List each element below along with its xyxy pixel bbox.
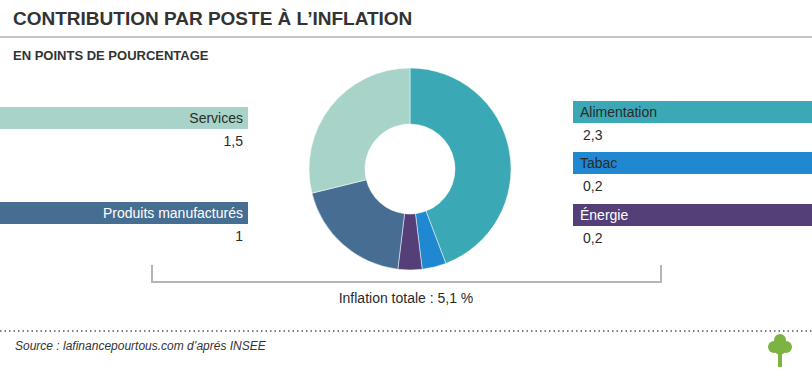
logo-leaf	[774, 334, 786, 346]
data-label: 1,5	[224, 133, 244, 149]
category-label: Alimentation	[580, 104, 657, 120]
labels: Alimentation 2,3 Tabac 0,2 Énergie 0,2 Produit…	[0, 101, 812, 246]
label-bar	[573, 101, 812, 123]
source: Source : lafinancepourtous.com d’aprés I…	[15, 339, 267, 353]
data-label: 0,2	[583, 178, 603, 194]
data-label: 0,2	[583, 230, 603, 246]
title-rule	[0, 37, 812, 38]
annotation: Inflation totale : 5,1 %	[339, 290, 474, 306]
label-bar	[0, 107, 248, 129]
chart-root: CONTRIBUTION PAR POSTE À L’INFLATION EN P…	[0, 0, 812, 373]
category-label: Produits manufacturés	[103, 205, 243, 221]
slice	[312, 180, 405, 269]
logo-leaf	[775, 345, 785, 355]
label-bar	[0, 202, 248, 224]
logo	[768, 334, 792, 367]
donut	[309, 68, 511, 270]
chart-svg: CONTRIBUTION PAR POSTE À L’INFLATION EN P…	[0, 0, 812, 373]
title: CONTRIBUTION PAR POSTE À L’INFLATION	[13, 8, 412, 29]
slice	[309, 68, 410, 193]
label-bar	[573, 204, 812, 226]
category-label: Tabac	[580, 155, 617, 171]
subtitle: EN POINTS DE POURCENTAGE	[13, 48, 209, 63]
data-label: 2,3	[583, 127, 603, 143]
category-label: Énergie	[580, 207, 628, 223]
footer-rule	[0, 330, 812, 332]
bracket	[152, 265, 661, 282]
label-bar	[573, 152, 812, 174]
data-label: 1	[235, 228, 243, 244]
category-label: Services	[189, 110, 243, 126]
